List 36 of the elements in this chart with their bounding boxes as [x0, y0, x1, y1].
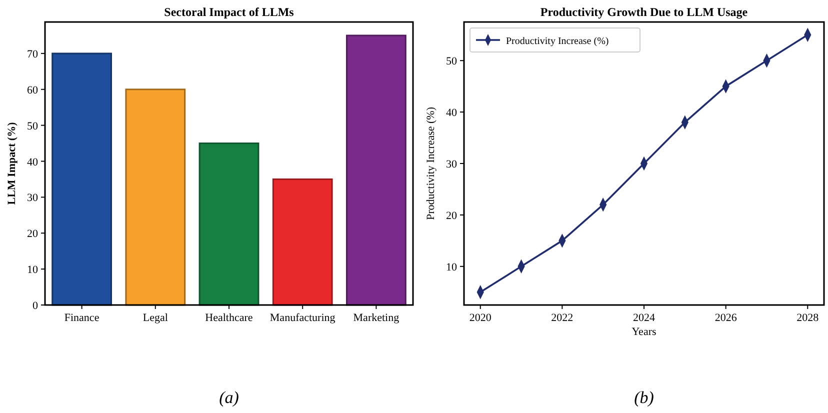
y-tick-label: 40	[446, 107, 458, 120]
y-tick-label: 30	[446, 158, 458, 170]
bar	[125, 88, 186, 306]
text: (a)	[219, 388, 240, 407]
y-tick-label: 40	[27, 156, 38, 168]
y-tick-label: 0	[32, 300, 38, 312]
chart-title: Sectoral Impact of LLMs	[164, 5, 294, 19]
x-tick-label: Finance	[64, 312, 100, 324]
y-tick-label: 60	[27, 84, 38, 96]
chart-title: Productivity Growth Due to LLM Usage	[540, 5, 748, 19]
x-tick-label: Marketing	[353, 312, 400, 324]
x-tick-label: Legal	[142, 312, 168, 324]
y-tick-label: 30	[27, 192, 38, 204]
y-tick-label: 20	[27, 228, 38, 240]
x-tick-label: 2022	[551, 312, 574, 324]
x-tick-label: 2024	[633, 312, 656, 324]
y-tick-label: 50	[446, 56, 458, 68]
bar	[198, 142, 260, 306]
y-tick-label: 70	[27, 48, 38, 60]
bar	[272, 178, 333, 306]
bar	[52, 52, 112, 306]
x-tick-label: Manufacturing	[270, 312, 336, 324]
bar	[346, 34, 406, 306]
y-axis-title: Productivity Increase (%)	[425, 106, 437, 220]
y-tick-label: 10	[446, 261, 458, 274]
x-tick-label: 2028	[796, 312, 820, 324]
text: (b)	[634, 388, 654, 407]
x-tick-label: 2020	[469, 312, 492, 324]
legend-label: Productivity Increase (%)	[506, 36, 609, 47]
y-axis-title: LLM Impact (%)	[6, 122, 18, 205]
y-tick-label: 10	[27, 264, 38, 276]
x-axis-title: Years	[632, 326, 656, 338]
x-tick-label: 2026	[714, 312, 738, 324]
y-tick-label: 50	[27, 120, 38, 132]
y-tick-label: 20	[446, 210, 458, 222]
x-tick-label: Healthcare	[205, 312, 253, 324]
